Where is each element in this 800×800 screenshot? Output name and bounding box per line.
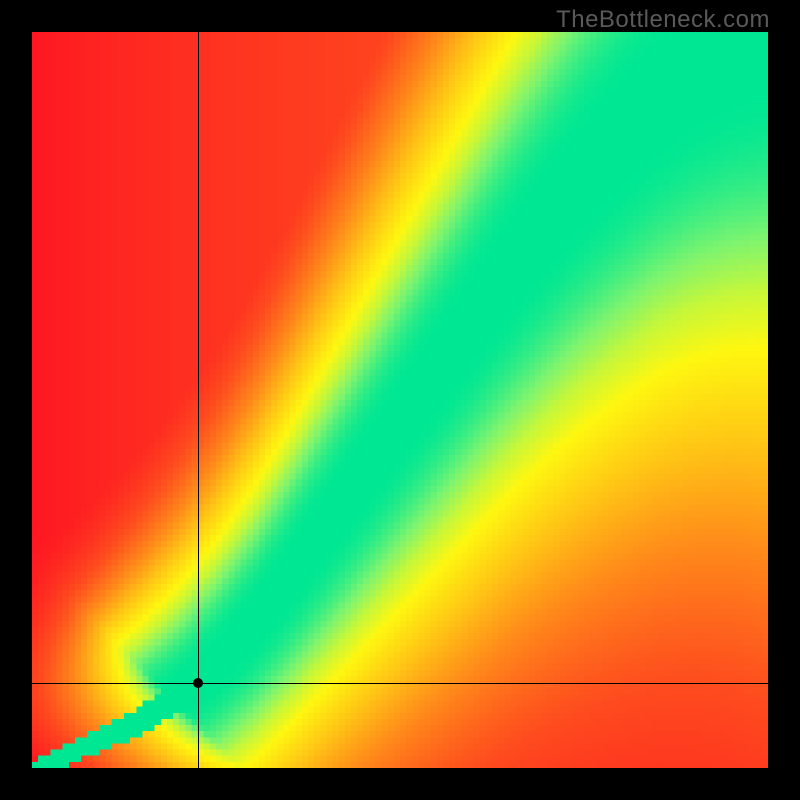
heatmap-canvas <box>32 32 768 768</box>
watermark-text: TheBottleneck.com <box>556 6 770 34</box>
crosshair-marker <box>193 678 203 688</box>
crosshair-horizontal <box>32 683 768 684</box>
heatmap-plot <box>32 32 768 768</box>
crosshair-vertical <box>198 32 199 768</box>
